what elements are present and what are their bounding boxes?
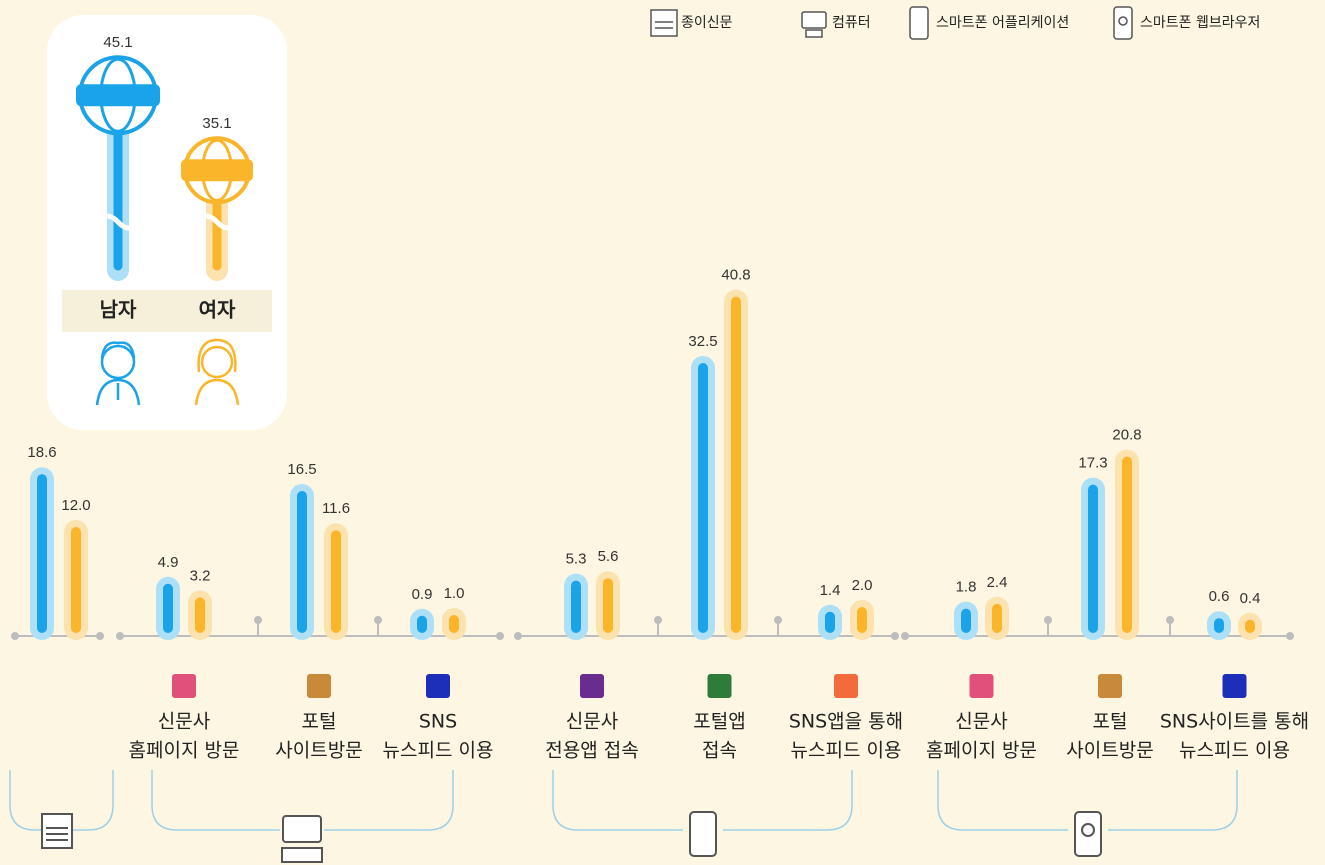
value-label: 5.6 (598, 548, 619, 565)
category-label: 사이트방문 (275, 740, 362, 762)
value-label: 12.0 (61, 497, 90, 514)
category-label: 뉴스피드 이용 (1179, 740, 1290, 762)
separator-dot (1166, 616, 1174, 624)
value-label: 16.5 (287, 461, 316, 478)
value-label: 1.4 (820, 582, 841, 599)
value-label: 2.4 (987, 574, 1008, 591)
category-icon (307, 674, 331, 698)
value-label: 35.1 (202, 115, 231, 132)
baseline-dot (96, 632, 104, 640)
category-label: 신문사 (955, 711, 1007, 733)
category-label: 전용앱 접속 (545, 740, 638, 762)
category-icon (426, 674, 450, 698)
category-icon (834, 674, 858, 698)
value-label: 0.9 (412, 586, 433, 603)
category-label: 신문사 (566, 711, 618, 733)
value-label: 1.8 (956, 579, 977, 596)
chart: 18.6 4.9 16.5 0.9 5.3 32.5 1.4 1.8 17.3 0.6 12.0 3.… (0, 0, 1325, 865)
category-label: 사이트방문 (1066, 740, 1153, 762)
category-label: SNS (419, 711, 457, 733)
separator-dot (374, 616, 382, 624)
category-label: SNS앱을 통해 (789, 711, 903, 733)
value-label: 40.8 (721, 267, 750, 284)
legend-label: 스마트폰 어플리케이션 (936, 15, 1069, 31)
value-label: 2.0 (852, 577, 873, 594)
globe-band (181, 159, 253, 181)
value-label: 17.3 (1078, 455, 1107, 472)
category-label: SNS사이트를 통해 (1160, 711, 1309, 733)
series-label: 남자 (100, 298, 137, 322)
category-label: 뉴스피드 이용 (791, 740, 902, 762)
value-label: 4.9 (158, 554, 179, 571)
legend-label: 스마트폰 웹브라우저 (1140, 15, 1260, 31)
separator-dot (254, 616, 262, 624)
separator-dot (774, 616, 782, 624)
category-icon (708, 674, 732, 698)
value-label: 0.6 (1209, 588, 1230, 605)
value-label: 3.2 (190, 567, 211, 584)
value-label: 45.1 (103, 34, 132, 51)
value-label: 5.3 (566, 551, 587, 568)
separator-dot (654, 616, 662, 624)
value-label: 32.5 (688, 333, 717, 350)
baseline-dot (116, 632, 124, 640)
baseline-dot (901, 632, 909, 640)
legend-label: 종이신문 (681, 15, 733, 31)
separator-dot (1044, 616, 1052, 624)
value-label: 20.8 (1112, 427, 1141, 444)
baseline-dot (891, 632, 899, 640)
globe-band (76, 84, 160, 106)
category-label: 뉴스피드 이용 (383, 740, 494, 762)
category-icon (1098, 674, 1122, 698)
value-label: 1.0 (444, 585, 465, 602)
category-icon (1223, 674, 1247, 698)
category-label: 접속 (702, 740, 737, 762)
series-label: 여자 (199, 298, 236, 322)
category-icon (970, 674, 994, 698)
category-label: 포털 (1093, 711, 1128, 733)
category-icon (580, 674, 604, 698)
legend-label: 컴퓨터 (832, 15, 871, 31)
inset-label-band (62, 290, 272, 332)
category-icon (172, 674, 196, 698)
category-label: 홈페이지 방문 (129, 740, 240, 762)
category-label: 신문사 (158, 711, 210, 733)
value-label: 11.6 (322, 500, 350, 517)
baseline-dot (1286, 632, 1294, 640)
category-label: 포털 (302, 711, 337, 733)
category-label: 홈페이지 방문 (926, 740, 1037, 762)
value-label: 18.6 (27, 444, 56, 461)
baseline-dot (496, 632, 504, 640)
category-label: 포털앱 (693, 711, 745, 733)
baseline-dot (514, 632, 522, 640)
value-label: 0.4 (1240, 590, 1261, 607)
baseline-dot (11, 632, 19, 640)
